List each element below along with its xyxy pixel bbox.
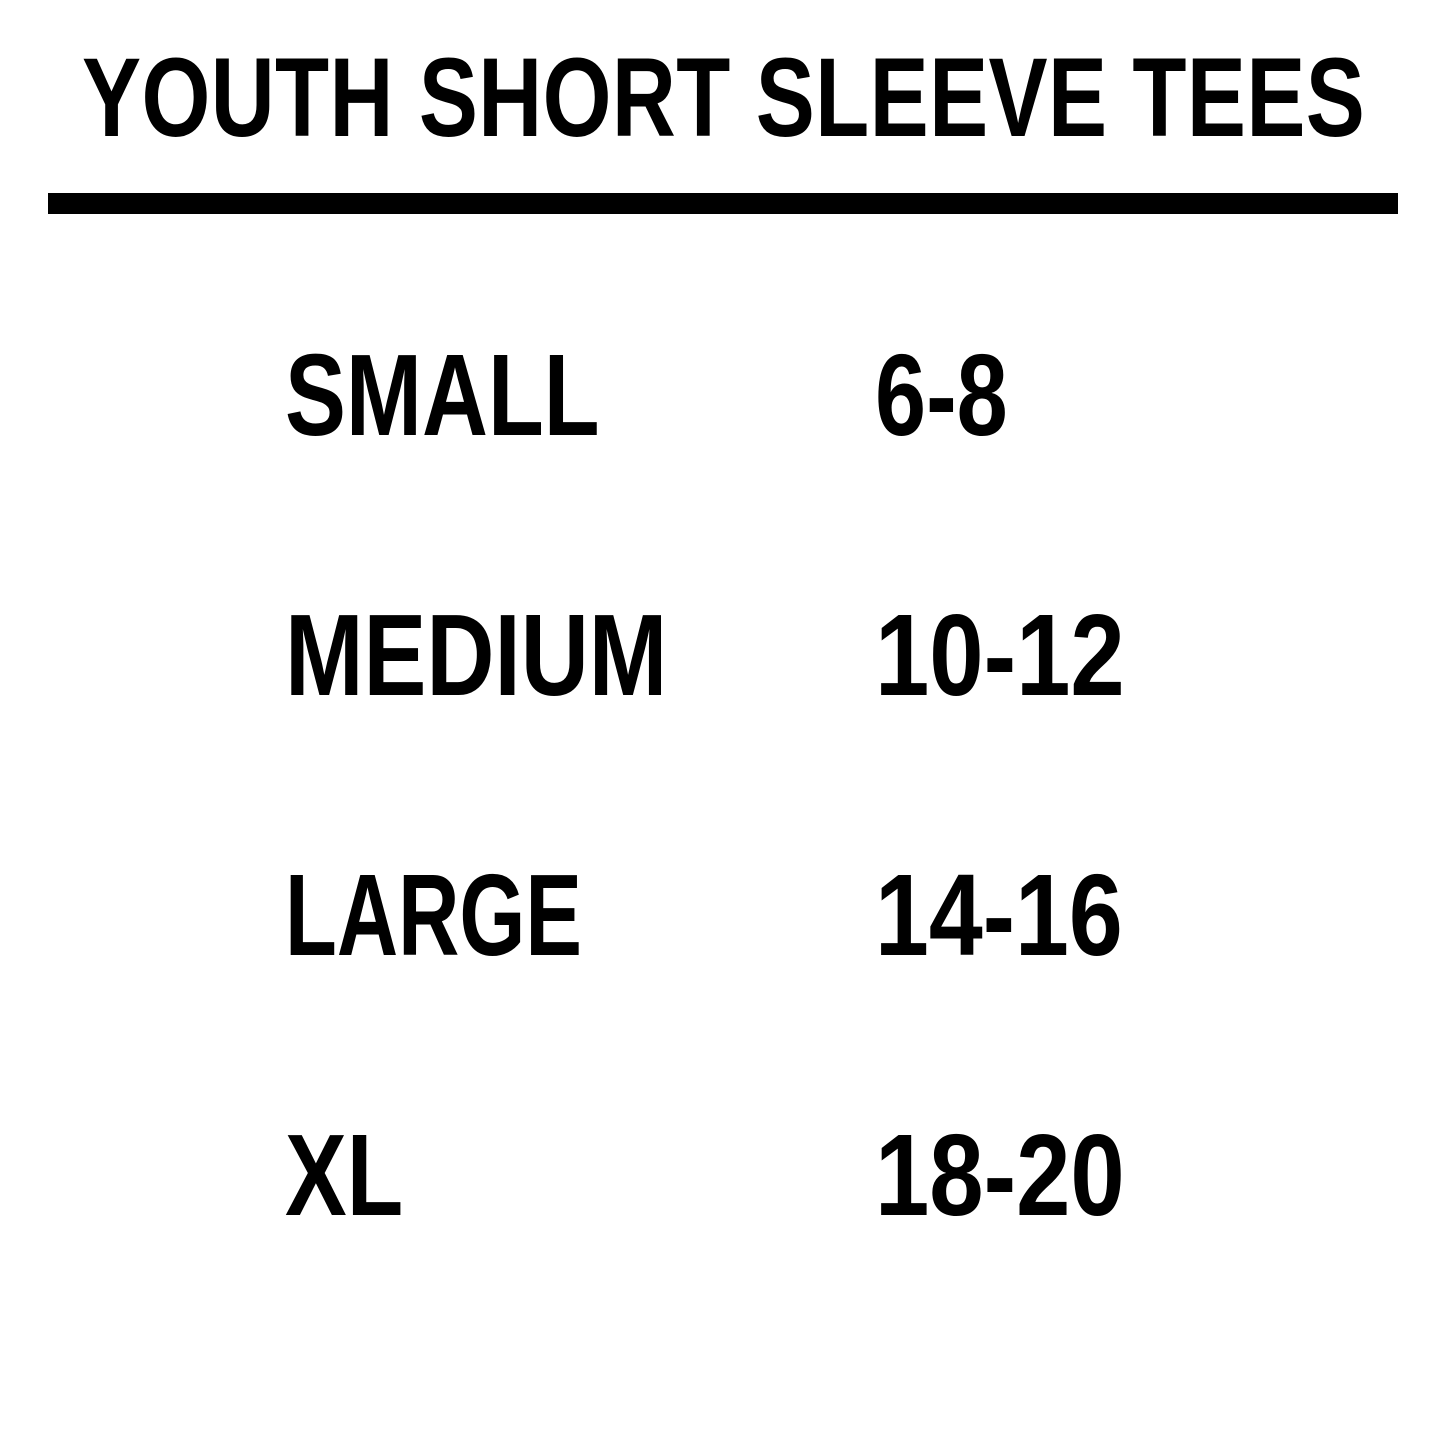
size-label-medium: MEDIUM [285, 590, 668, 720]
size-age-small: 6-8 [875, 330, 1008, 460]
size-age-medium: 10-12 [875, 590, 1125, 720]
size-label-small: SMALL [285, 330, 600, 460]
size-table: SMALL 6-8 MEDIUM 10-12 LARGE 14-16 XL 18… [0, 330, 1445, 1370]
table-row: LARGE 14-16 [0, 850, 1445, 1110]
size-age-xl: 18-20 [875, 1110, 1125, 1240]
size-label-xl: XL [285, 1110, 404, 1240]
table-row: SMALL 6-8 [0, 330, 1445, 590]
size-label-large: LARGE [285, 850, 582, 980]
size-age-large: 14-16 [875, 850, 1123, 980]
title-divider [48, 193, 1398, 214]
table-row: XL 18-20 [0, 1110, 1445, 1370]
table-row: MEDIUM 10-12 [0, 590, 1445, 850]
page-title: YOUTH SHORT SLEEVE TEES [82, 35, 1366, 160]
chart-header: YOUTH SHORT SLEEVE TEES [48, 0, 1398, 214]
